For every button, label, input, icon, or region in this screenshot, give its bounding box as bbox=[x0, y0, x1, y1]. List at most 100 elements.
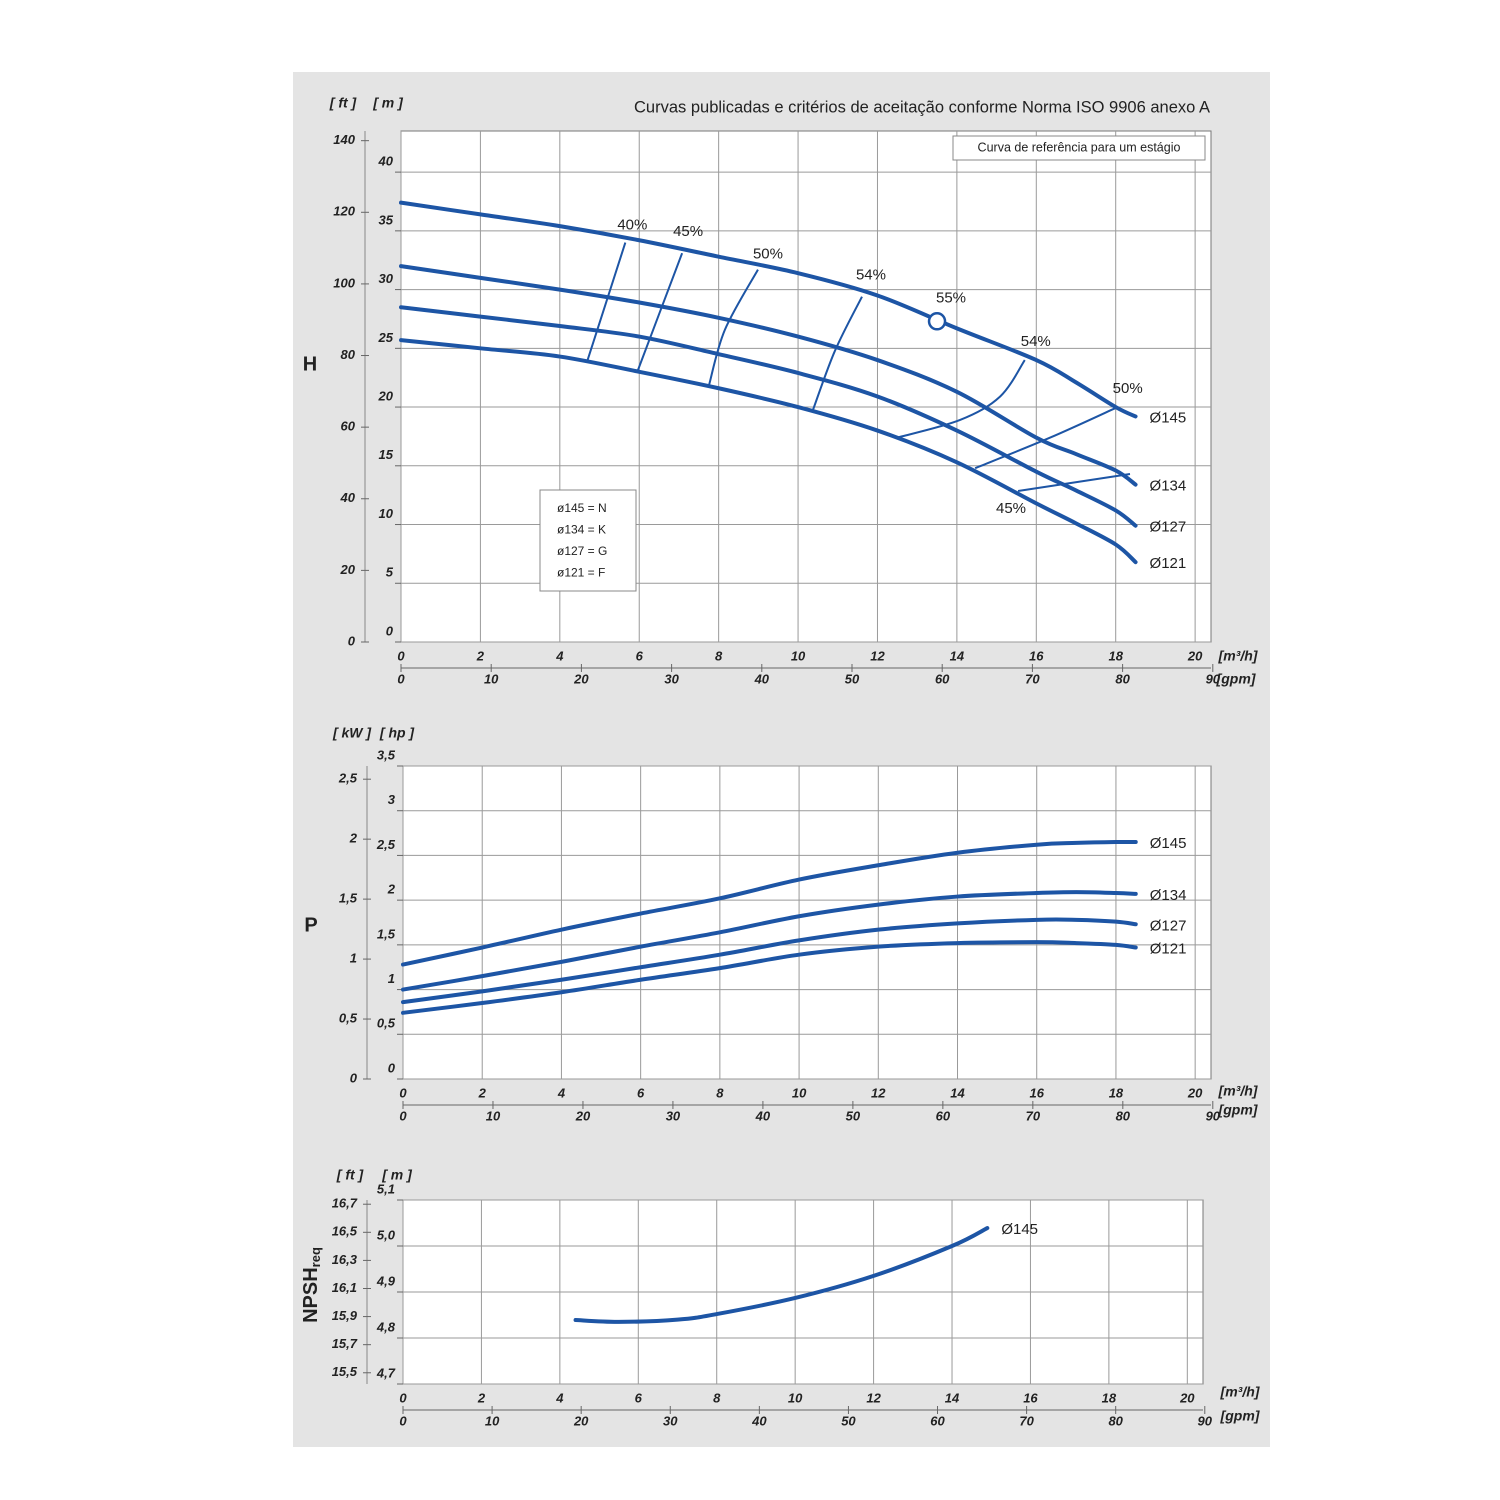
y2-tick-label: 2 bbox=[349, 831, 358, 846]
efficiency-line bbox=[812, 296, 863, 410]
efficiency-line bbox=[897, 359, 1026, 439]
y-axis-label-main: NPSH bbox=[300, 1267, 322, 1323]
x-tick-label: 8 bbox=[715, 648, 723, 663]
curve bbox=[401, 890, 1138, 992]
x-tick-label: 14 bbox=[945, 1390, 960, 1405]
x-tick-label: 14 bbox=[950, 1085, 965, 1100]
y-tick-label: 5,0 bbox=[377, 1227, 396, 1242]
y-tick-label: 4,9 bbox=[376, 1273, 396, 1288]
y2-tick-label: 15,9 bbox=[332, 1308, 358, 1323]
efficiency-label: 50% bbox=[753, 246, 783, 263]
x2-tick-label: 30 bbox=[666, 1108, 681, 1123]
y-unit: [ m ] bbox=[381, 1167, 413, 1183]
x2-tick-label: 70 bbox=[1025, 671, 1040, 686]
code-legend-entry: ø121 = F bbox=[557, 566, 605, 580]
y-unit: [ m ] bbox=[372, 95, 404, 111]
y2-tick-label: 16,1 bbox=[332, 1280, 357, 1295]
y-tick-label: 2 bbox=[387, 882, 396, 897]
y-unit: [ hp ] bbox=[379, 725, 416, 741]
curve bbox=[399, 338, 1138, 565]
y2-unit: [ ft ] bbox=[336, 1167, 365, 1183]
x-tick-label: 18 bbox=[1109, 1085, 1124, 1100]
x-tick-label: 16 bbox=[1023, 1390, 1038, 1405]
y-tick-label: 1 bbox=[388, 971, 395, 986]
x2-tick-label: 90 bbox=[1198, 1413, 1213, 1428]
x-tick-label: 6 bbox=[637, 1085, 645, 1100]
curve-label: Ø134 bbox=[1150, 478, 1187, 495]
efficiency-label: 54% bbox=[1021, 333, 1051, 350]
x-tick-label: 20 bbox=[1187, 1085, 1203, 1100]
y-axis-label: H bbox=[303, 353, 317, 375]
x2-tick-label: 80 bbox=[1116, 1108, 1131, 1123]
curve-label: Ø145 bbox=[1150, 835, 1187, 852]
y-tick-label: 30 bbox=[379, 271, 394, 286]
x-tick-label: 12 bbox=[870, 648, 885, 663]
efficiency-line bbox=[585, 242, 627, 363]
y-tick-label: 0 bbox=[388, 1060, 396, 1075]
efficiency-label: 50% bbox=[1113, 380, 1143, 397]
x-tick-label: 6 bbox=[635, 1390, 643, 1405]
x2-tick-label: 40 bbox=[755, 1108, 771, 1123]
y-tick-label: 5,1 bbox=[377, 1181, 395, 1196]
y-tick-label: 25 bbox=[378, 330, 394, 345]
curve-label: Ø127 bbox=[1150, 917, 1187, 934]
x2-tick-label: 80 bbox=[1108, 1413, 1123, 1428]
efficiency-label: 40% bbox=[617, 217, 647, 234]
y2-tick-label: 15,5 bbox=[332, 1364, 358, 1379]
x-tick-label: 16 bbox=[1029, 1085, 1044, 1100]
y-tick-label: 1,5 bbox=[377, 926, 396, 941]
x-tick-label: 4 bbox=[557, 1085, 566, 1100]
curve bbox=[401, 839, 1138, 967]
y2-tick-label: 0 bbox=[350, 1070, 358, 1085]
x-tick-label: 0 bbox=[397, 648, 405, 663]
x-tick-label: 18 bbox=[1108, 648, 1123, 663]
efficiency-label: 54% bbox=[856, 267, 886, 284]
curve-label: Ø121 bbox=[1150, 555, 1187, 572]
curve bbox=[399, 264, 1138, 487]
curve bbox=[401, 940, 1138, 1015]
curve-label: Ø121 bbox=[1150, 941, 1187, 958]
y-axis-label: NPSHreq bbox=[300, 1247, 323, 1323]
x2-tick-label: 70 bbox=[1019, 1413, 1034, 1428]
y2-tick-label: 15,7 bbox=[332, 1336, 358, 1351]
x2-tick-label: 90 bbox=[1206, 1108, 1221, 1123]
x-tick-label: 12 bbox=[871, 1085, 886, 1100]
x-tick-label: 0 bbox=[399, 1390, 407, 1405]
best-point-label: 55% bbox=[936, 289, 966, 306]
x2-tick-label: 0 bbox=[399, 1108, 407, 1123]
x-tick-label: 10 bbox=[788, 1390, 803, 1405]
x-tick-label: 4 bbox=[555, 648, 564, 663]
efficiency-line bbox=[974, 406, 1119, 470]
x2-unit: [gpm] bbox=[1218, 1102, 1259, 1118]
y-tick-label: 40 bbox=[378, 154, 394, 169]
x2-tick-label: 60 bbox=[930, 1413, 945, 1428]
x-tick-label: 10 bbox=[792, 1085, 807, 1100]
plot-area bbox=[402, 765, 1212, 1080]
x-tick-label: 2 bbox=[478, 1085, 487, 1100]
curve bbox=[573, 1226, 990, 1324]
y-tick-label: 0 bbox=[386, 623, 394, 638]
x-tick-label: 10 bbox=[791, 648, 806, 663]
x-tick-label: 0 bbox=[399, 1085, 407, 1100]
x-unit: [m³/h] bbox=[1218, 648, 1259, 664]
y2-tick-label: 1,5 bbox=[339, 891, 358, 906]
x-unit: [m³/h] bbox=[1218, 1083, 1259, 1099]
chart-title: Curvas publicadas e critérios de aceitaç… bbox=[634, 98, 1210, 116]
x-tick-label: 8 bbox=[713, 1390, 721, 1405]
y-tick-label: 4,7 bbox=[376, 1365, 396, 1380]
y2-tick-label: 1 bbox=[350, 951, 357, 966]
x-tick-label: 14 bbox=[950, 648, 965, 663]
x2-tick-label: 90 bbox=[1206, 671, 1221, 686]
y2-tick-label: 140 bbox=[333, 132, 355, 147]
y2-tick-label: 16,3 bbox=[332, 1252, 358, 1267]
note: Curva de referência para um estágio bbox=[978, 140, 1181, 154]
x-tick-label: 2 bbox=[477, 1390, 486, 1405]
x2-tick-label: 50 bbox=[841, 1413, 856, 1428]
best-point bbox=[927, 312, 947, 331]
y2-unit: [ ft ] bbox=[329, 95, 358, 111]
x-tick-label: 20 bbox=[1187, 648, 1203, 663]
y2-tick-label: 80 bbox=[341, 347, 356, 362]
x2-tick-label: 10 bbox=[486, 1108, 501, 1123]
y-tick-label: 4,8 bbox=[376, 1319, 396, 1334]
efficiency-label: 45% bbox=[996, 500, 1026, 517]
